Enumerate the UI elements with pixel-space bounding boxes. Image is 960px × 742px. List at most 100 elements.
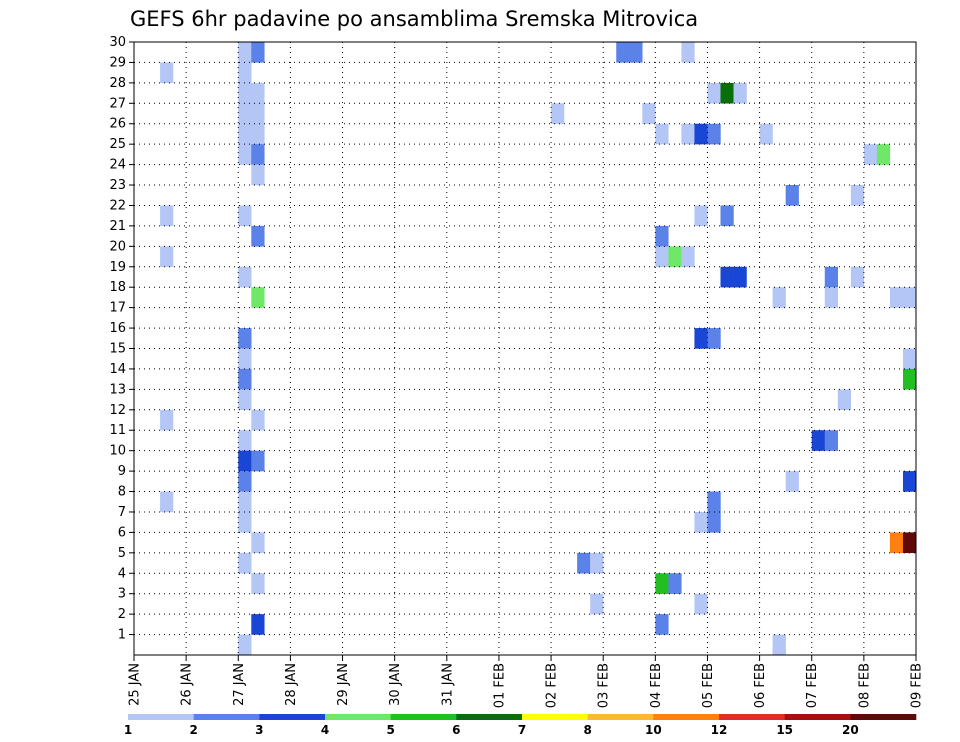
precip-cell [707, 491, 721, 513]
y-tick-label: 13 [109, 382, 126, 397]
precip-cell [655, 614, 669, 635]
precip-cell [668, 573, 682, 594]
precip-cell [902, 471, 917, 492]
precip-cell [642, 103, 656, 124]
x-tick-label: 05 FEB [701, 663, 716, 708]
precip-cell [160, 205, 174, 227]
legend-label: 4 [321, 723, 329, 737]
legend-label: 10 [645, 723, 662, 737]
precip-cell [707, 511, 721, 533]
y-tick-label: 16 [109, 321, 126, 336]
precip-cell [902, 368, 917, 390]
precip-cell [577, 552, 591, 574]
precip-cell [251, 614, 265, 635]
precip-cell [238, 552, 252, 574]
precip-cell [238, 645, 252, 655]
precip-cell [160, 62, 174, 84]
y-tick-label: 11 [109, 423, 126, 438]
precip-cell [251, 573, 265, 594]
precip-cell [850, 266, 865, 288]
precip-cell [251, 123, 265, 145]
precip-cell [694, 205, 708, 227]
y-tick-label: 20 [109, 239, 126, 254]
x-tick-label: 04 FEB [649, 663, 664, 708]
precip-cell [251, 82, 265, 104]
precip-cell [238, 511, 252, 533]
x-tick-label: 06 FEB [753, 663, 768, 708]
legend-label: 2 [189, 723, 197, 737]
x-tick-label: 31 JAN [440, 663, 455, 706]
precip-cell [251, 164, 265, 186]
legend-swatch [325, 714, 391, 720]
y-tick-label: 5 [118, 546, 126, 561]
precip-cells-layer [160, 42, 917, 656]
legend-label: 6 [452, 723, 460, 737]
y-tick-label: 18 [109, 280, 126, 295]
precip-cell [251, 144, 265, 165]
precip-cell [160, 246, 174, 267]
legend-label: 3 [255, 723, 263, 737]
precip-cell [238, 123, 252, 145]
precip-cell [837, 389, 852, 410]
y-axis: 1234567891011121314151617181920212223242… [109, 35, 134, 643]
precip-cell [616, 42, 630, 63]
y-tick-label: 23 [109, 178, 126, 193]
x-tick-label: 03 FEB [597, 663, 612, 708]
precip-cell [681, 42, 695, 63]
precip-cell [160, 409, 174, 431]
precip-cell [251, 42, 265, 63]
precip-cell [824, 266, 838, 288]
y-tick-label: 2 [118, 607, 126, 622]
x-tick-label: 09 FEB [910, 663, 925, 708]
precip-cell [629, 42, 643, 63]
grid-layer [134, 42, 916, 655]
legend-label: 20 [842, 723, 859, 737]
precip-cell [902, 348, 917, 370]
precip-cell [889, 287, 904, 308]
precip-cell [238, 450, 252, 472]
legend-label: 15 [776, 723, 793, 737]
y-tick-label: 1 [118, 628, 126, 643]
precip-cell [707, 82, 721, 104]
precip-cell [251, 225, 265, 247]
y-tick-label: 17 [109, 301, 126, 316]
precip-cell [655, 573, 669, 594]
x-tick-label: 30 JAN [388, 663, 403, 706]
legend-label: 1 [124, 723, 132, 737]
precip-cell [238, 42, 252, 63]
precip-cell [238, 62, 252, 84]
precip-cell [251, 103, 265, 124]
precip-cell [238, 430, 252, 451]
y-tick-label: 25 [109, 137, 126, 152]
x-tick-label: 28 JAN [284, 663, 299, 706]
precip-cell [707, 123, 721, 145]
y-tick-label: 6 [118, 525, 126, 540]
y-tick-label: 15 [109, 342, 126, 357]
y-tick-label: 3 [118, 587, 126, 602]
precip-cell [772, 287, 786, 308]
y-tick-label: 29 [109, 55, 126, 70]
legend-swatch [522, 714, 588, 720]
legend-swatch [719, 714, 785, 720]
legend-label: 8 [583, 723, 591, 737]
y-tick-label: 9 [118, 464, 126, 479]
precip-cell [785, 185, 799, 206]
x-tick-label: 26 JAN [180, 663, 195, 706]
legend-swatch [456, 714, 523, 720]
chart-title: GEFS 6hr padavine po ansamblima Sremska … [130, 7, 698, 31]
precip-cell [720, 82, 734, 104]
y-tick-label: 7 [118, 505, 126, 520]
legend-swatch [587, 714, 654, 720]
precip-cell [720, 266, 734, 288]
y-tick-label: 4 [118, 566, 126, 581]
precip-cell [251, 287, 265, 308]
precip-cell [876, 144, 891, 165]
precip-cell [694, 511, 708, 533]
precip-cell [251, 450, 265, 472]
y-tick-label: 27 [109, 96, 126, 111]
y-tick-label: 24 [109, 158, 126, 173]
precip-cell [668, 246, 682, 267]
legend-swatch [193, 714, 260, 720]
x-tick-label: 08 FEB [857, 663, 872, 708]
